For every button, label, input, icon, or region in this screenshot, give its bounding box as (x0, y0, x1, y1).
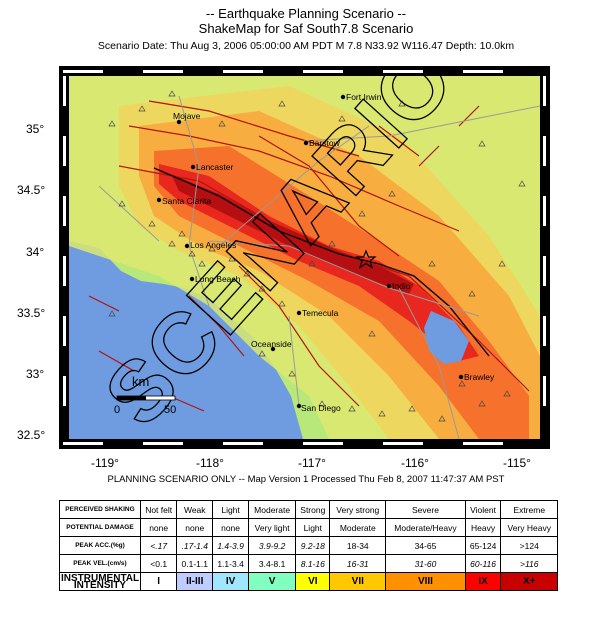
intensity-swatch: IX (464, 572, 502, 591)
lat-label: 32.5° (17, 428, 46, 442)
scale-max: 50 (164, 404, 176, 416)
legend-cell: Light (212, 500, 249, 519)
legend-cell: 0.1-1.1 (176, 554, 214, 573)
legend-cell: Severe (385, 500, 466, 519)
legend-cell: Moderate/Heavy (385, 518, 466, 537)
intensity-swatch: IV (212, 572, 249, 591)
lat-label: 34.5° (17, 183, 46, 197)
city-label: Lancaster (196, 162, 233, 172)
scale-zero: 0 (114, 404, 120, 416)
ocean-region (69, 241, 303, 439)
legend-cell: <.17 (139, 536, 178, 555)
city-label: Los Angeles (190, 240, 236, 250)
shakemap[interactable]: SCENARIO Fort Irwin Mojave Barstow Lanca… (59, 66, 550, 449)
lon-label: -117° (298, 456, 326, 470)
legend-cell: Very light (247, 518, 297, 537)
intensity-swatch: VIII (385, 572, 466, 591)
city-label: Santa Clarita (162, 196, 211, 206)
city-label: Oceanside (251, 339, 292, 349)
lon-label: -119° (91, 456, 119, 470)
legend-cell: none (212, 518, 249, 537)
legend-cell: Moderate (329, 518, 387, 537)
legend-row-header: PERCEIVED SHAKING (59, 500, 141, 519)
processed-line: PLANNING SCENARIO ONLY -- Map Version 1 … (107, 474, 505, 485)
lat-label: 33.5° (17, 306, 46, 320)
legend-row-damage: POTENTIAL DAMAGE none none none Very lig… (59, 518, 558, 537)
city-label: Barstow (309, 138, 341, 148)
legend-row-header: PEAK VEL.(cm/s) (59, 554, 141, 573)
intensity-swatch: VI (295, 572, 331, 591)
legend-row-shaking: PERCEIVED SHAKING Not felt Weak Light Mo… (59, 500, 558, 519)
legend-cell: Strong (295, 500, 331, 519)
legend-cell: .17-1.4 (176, 536, 214, 555)
city-label: San Diego (301, 403, 341, 413)
legend-cell: Violent (464, 500, 502, 519)
city-label: Long Beach (195, 274, 241, 284)
legend-cell: 34-65 (385, 536, 466, 555)
legend-row-pgv: PEAK VEL.(cm/s) <0.1 0.1-1.1 1.1-3.4 3.4… (59, 554, 558, 573)
legend-cell: Heavy (464, 518, 502, 537)
epicenter-star (355, 249, 377, 269)
legend-cell: 9.2-18 (295, 536, 331, 555)
stations (108, 90, 526, 422)
intensity-swatch: V (247, 572, 297, 591)
legend-cell: Light (295, 518, 331, 537)
legend-cell: 8.1-16 (295, 554, 331, 573)
shakemap-canvas: SCENARIO Fort Irwin Mojave Barstow Lanca… (59, 66, 550, 449)
scenario-info: Scenario Date: Thu Aug 3, 2006 05:00:00 … (97, 40, 515, 52)
city-label: Brawley (464, 372, 495, 382)
legend-cell: 1.1-3.4 (212, 554, 249, 573)
intensity-legend: PERCEIVED SHAKING Not felt Weak Light Mo… (59, 500, 558, 591)
city-label: Indio (392, 281, 411, 291)
legend-cell: 3.4-8.1 (247, 554, 297, 573)
lat-label: 33° (26, 367, 45, 381)
legend-row-header: POTENTIAL DAMAGE (59, 518, 141, 537)
legend-cell: 16-31 (329, 554, 387, 573)
legend-row-header: INSTRUMENTAL INTENSITY (59, 572, 141, 591)
legend-cell: 3.9-9.2 (247, 536, 297, 555)
scale-bar: km 0 50 (114, 374, 176, 416)
map-title-line1: -- Earthquake Planning Scenario -- (205, 6, 407, 21)
legend-cell: 60-116 (464, 554, 502, 573)
legend-cell: Extreme (500, 500, 558, 519)
legend-cell: 31-60 (385, 554, 466, 573)
lon-label: -116° (401, 456, 429, 470)
legend-cell: Weak (176, 500, 214, 519)
scale-unit: km (132, 374, 149, 389)
legend-cell: Moderate (247, 500, 297, 519)
intensity-swatch: I (139, 572, 178, 591)
legend-cell: <0.1 (139, 554, 178, 573)
legend-cell: >124 (500, 536, 558, 555)
legend-cell: >116 (500, 554, 558, 573)
legend-cell: 18-34 (329, 536, 387, 555)
intensity-swatch: X+ (500, 572, 558, 591)
legend-cell: Not felt (139, 500, 178, 519)
salton-sea (424, 311, 469, 364)
legend-cell: 65-124 (464, 536, 502, 555)
legend-cell: none (139, 518, 178, 537)
city-label: Mojave (173, 111, 201, 121)
legend-row-pga: PEAK ACC.(%g) <.17 .17-1.4 1.4-3.9 3.9-9… (59, 536, 558, 555)
intensity-swatch: II-III (176, 572, 214, 591)
lon-label: -115° (503, 456, 531, 470)
city-label: Temecula (302, 308, 339, 318)
legend-cell: Very strong (329, 500, 387, 519)
lon-label: -118° (196, 456, 224, 470)
map-title-line2: ShakeMap for Saf South7.8 Scenario (198, 21, 414, 36)
fault-lines (88, 100, 530, 412)
legend-cell: 1.4-3.9 (212, 536, 249, 555)
lat-label: 35° (26, 122, 45, 136)
city-label: Fort Irwin (346, 92, 382, 102)
lat-label: 34° (26, 245, 45, 259)
legend-row-header: PEAK ACC.(%g) (59, 536, 141, 555)
legend-row-intensity: INSTRUMENTAL INTENSITY I II-III IV V VI … (59, 572, 558, 591)
legend-cell: none (176, 518, 214, 537)
legend-cell: Very Heavy (500, 518, 558, 537)
intensity-swatch: VII (329, 572, 387, 591)
